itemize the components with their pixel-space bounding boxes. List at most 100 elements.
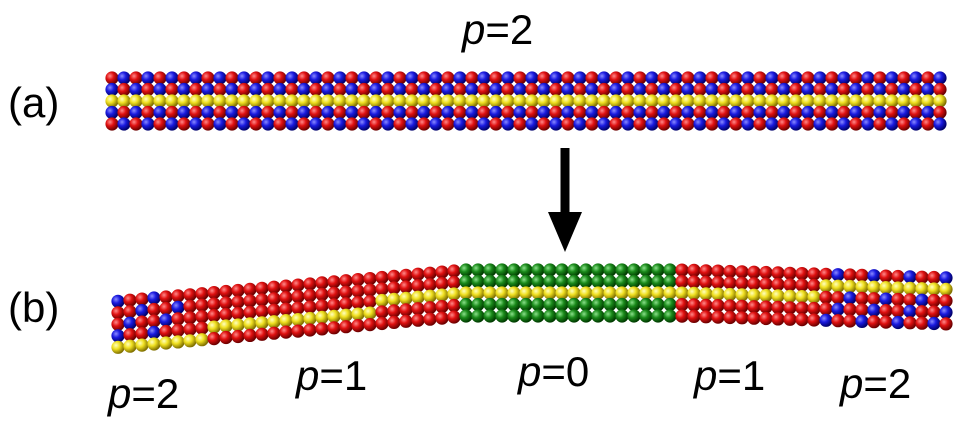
bead [681,117,695,131]
bead [603,263,617,277]
bead [333,94,347,108]
bead [741,105,755,120]
bead [675,309,689,323]
bead [813,117,827,131]
bead [165,82,179,97]
bead [927,282,941,296]
bead [267,303,281,317]
bead [849,94,863,108]
bead [177,117,191,131]
bead [663,309,677,323]
bead [915,282,929,296]
bead [777,71,791,85]
bead [915,316,929,330]
bead [411,313,425,327]
bead [765,117,779,131]
bead [915,305,929,319]
bead [273,71,287,85]
bead [765,82,779,97]
bead [813,82,827,97]
bead [843,268,857,282]
bead [885,71,899,85]
bead [123,293,137,307]
bead [651,274,665,289]
bead [699,264,713,278]
bead [177,71,191,85]
bead [501,94,515,108]
bead [537,82,551,97]
bead [171,300,185,314]
bead [423,278,437,292]
bead [525,82,539,97]
bead [579,309,593,323]
bead [189,82,203,97]
bead [645,105,659,120]
bead [717,117,731,131]
bead [741,117,755,131]
bead [657,71,671,85]
bead [261,94,275,108]
bead [327,321,341,335]
bead [903,281,917,295]
bead [177,82,191,97]
bead [321,94,335,108]
bead [243,317,257,331]
bead [495,309,509,323]
bead [657,94,671,108]
bead [729,117,743,131]
bead [273,94,287,108]
bead [729,82,743,97]
bead [195,287,209,301]
bead [585,71,599,85]
bead [123,328,137,342]
bead [855,291,869,305]
bead [255,327,269,341]
bead [927,305,941,319]
bead [399,314,413,328]
bead [855,280,869,294]
bead [309,71,323,85]
bead [783,278,797,292]
bead [555,297,569,312]
bead [117,105,131,120]
bead [825,105,839,120]
bead [111,317,125,331]
bead [597,117,611,131]
bead [783,312,797,326]
bead [903,316,917,330]
bead [153,117,167,131]
bead [273,105,287,120]
bead [177,105,191,120]
bead [519,297,533,312]
bead [315,322,329,336]
bead [297,105,311,120]
bead [435,288,449,302]
bead [477,94,491,108]
bead [699,275,713,289]
bead [333,105,347,120]
bead [285,82,299,97]
bead [381,82,395,97]
phase-label: p=0 [516,348,589,395]
bead [459,274,473,289]
bead [699,310,713,324]
bead [345,82,359,97]
bead [237,105,251,120]
bead [381,105,395,120]
bead [141,117,155,131]
bead [345,94,359,108]
bead [801,117,815,131]
bead [663,286,677,300]
panel-label: (a) [8,79,59,126]
bead [339,285,353,299]
bead [711,264,725,278]
bead [111,329,125,343]
bead [225,105,239,120]
bead [819,313,833,327]
bead [105,94,119,108]
bead [489,71,503,85]
bead [249,94,263,108]
bead [273,82,287,97]
bead [129,117,143,131]
bead [597,105,611,120]
